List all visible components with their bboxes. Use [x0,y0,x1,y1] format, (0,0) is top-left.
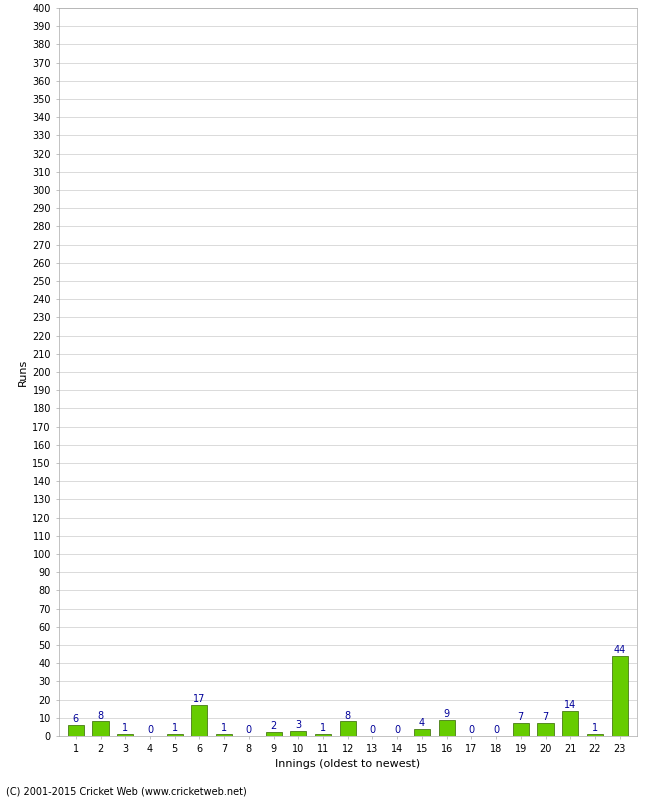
Text: 44: 44 [614,645,626,655]
Text: 7: 7 [517,712,524,722]
Text: 0: 0 [493,725,499,735]
Bar [587,734,603,736]
Bar [291,730,306,736]
Bar [191,705,207,736]
Bar [68,725,84,736]
Bar [439,720,454,736]
Text: 9: 9 [443,709,450,718]
Text: 8: 8 [98,710,103,721]
Bar [513,723,529,736]
Text: 4: 4 [419,718,425,728]
Text: 1: 1 [320,723,326,734]
Text: 1: 1 [172,723,177,734]
Text: 8: 8 [344,710,351,721]
Text: 1: 1 [592,723,598,734]
Text: 6: 6 [73,714,79,724]
Text: (C) 2001-2015 Cricket Web (www.cricketweb.net): (C) 2001-2015 Cricket Web (www.cricketwe… [6,786,247,796]
Bar [414,729,430,736]
Bar [216,734,232,736]
Text: 0: 0 [246,725,252,735]
Bar [340,722,356,736]
Bar [266,732,281,736]
Text: 1: 1 [221,723,228,734]
Text: 2: 2 [270,722,277,731]
Bar [538,723,554,736]
Bar [117,734,133,736]
Text: 14: 14 [564,700,577,710]
Bar [562,710,578,736]
Text: 7: 7 [542,712,549,722]
Text: 0: 0 [394,725,400,735]
Bar [166,734,183,736]
Text: 3: 3 [295,720,302,730]
X-axis label: Innings (oldest to newest): Innings (oldest to newest) [275,759,421,769]
Text: 0: 0 [468,725,474,735]
Bar [315,734,331,736]
Bar [92,722,109,736]
Text: 0: 0 [147,725,153,735]
Text: 1: 1 [122,723,128,734]
Text: 0: 0 [369,725,376,735]
Y-axis label: Runs: Runs [18,358,28,386]
Text: 17: 17 [193,694,205,704]
Bar [612,656,628,736]
